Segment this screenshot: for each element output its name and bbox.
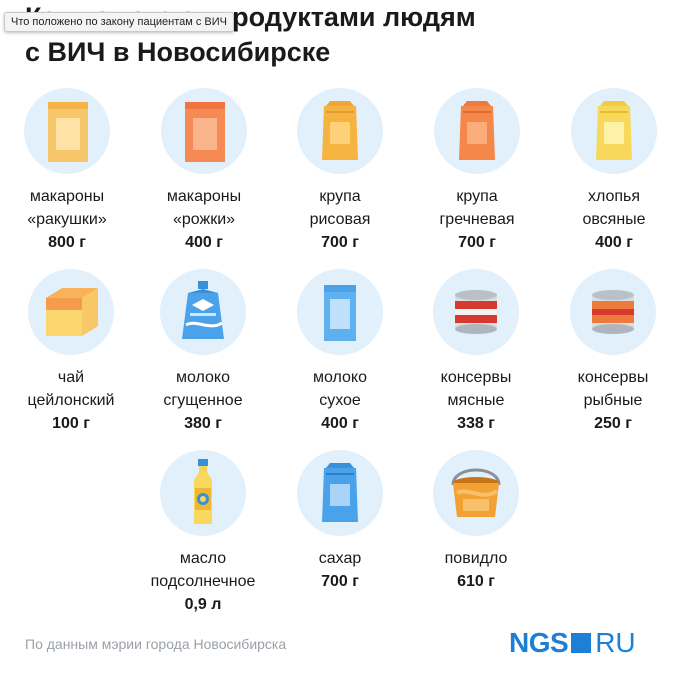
product-icon-circle [570, 269, 656, 355]
product-item: сахар 700 г [272, 450, 408, 593]
product-amount: 400 г [595, 234, 633, 251]
meat-can-icon [455, 290, 497, 334]
product-label: крупа [456, 188, 498, 205]
product-amount: 400 г [321, 415, 359, 432]
ngs-logo: NGS RU [509, 626, 636, 660]
product-label: подсолнечное [150, 573, 256, 590]
pasta-box-icon [48, 102, 88, 162]
product-label: сухое [319, 392, 361, 409]
product-icon-circle [160, 269, 246, 355]
product-icon-circle [161, 88, 247, 174]
product-amount: 700 г [321, 234, 359, 251]
product-icon-circle [571, 88, 657, 174]
product-icon-circle [28, 269, 114, 355]
product-amount: 800 г [48, 234, 86, 251]
product-item: молоко сгущенное 380 г [135, 269, 271, 435]
product-label: масло [179, 550, 227, 567]
product-item: хлопья овсяные 400 г [546, 88, 682, 254]
product-label: молоко [312, 369, 368, 386]
product-amount: 700 г [321, 573, 359, 590]
title-line-2: с ВИЧ в Новосибирске [25, 37, 331, 67]
grain-bag-icon [459, 101, 495, 160]
product-label: «рожки» [172, 211, 236, 228]
fish-can-icon [592, 290, 634, 334]
product-icon-circle [297, 450, 383, 536]
product-amount: 0,9 л [184, 596, 222, 613]
product-item: макароны «рожки» 400 г [136, 88, 272, 254]
product-label: повидло [444, 550, 508, 567]
product-icon-circle [24, 88, 110, 174]
product-label: цейлонский [27, 392, 115, 409]
product-item: крупа рисовая 700 г [272, 88, 408, 254]
condensed-milk-pouch-icon [182, 281, 224, 339]
product-label: овсяные [582, 211, 646, 228]
oil-bottle-icon [194, 459, 212, 524]
pasta-box-icon [185, 102, 225, 162]
source-caption: По данным мэрии города Новосибирска [25, 636, 287, 652]
product-label: гречневая [439, 211, 515, 228]
product-label: сгущенное [163, 392, 243, 409]
product-label: рисовая [309, 211, 371, 228]
product-icon-circle [297, 88, 383, 174]
powdered-milk-box-icon [324, 285, 356, 341]
logo-text-ngs: NGS [509, 627, 569, 658]
product-item: молоко сухое 400 г [272, 269, 408, 435]
product-item: масло подсолнечное 0,9 л [135, 450, 271, 616]
product-item: чай цейлонский 100 г [3, 269, 139, 435]
product-icon-circle [433, 269, 519, 355]
sugar-bag-icon [322, 463, 358, 522]
product-amount: 380 г [184, 415, 222, 432]
product-label: чай [57, 369, 85, 386]
product-label: сахар [318, 550, 362, 567]
logo-square-icon [571, 633, 592, 653]
product-amount: 700 г [458, 234, 496, 251]
page-title: Как помогают продуктами людям с ВИЧ в Но… [25, 0, 625, 70]
jam-bucket-icon [451, 468, 501, 517]
product-icon-circle [160, 450, 246, 536]
tooltip: Что положено по закону пациентам с ВИЧ [4, 12, 234, 32]
product-label: макароны [166, 188, 242, 205]
product-amount: 400 г [185, 234, 223, 251]
grain-bag-icon [322, 101, 358, 160]
tea-box-icon [46, 288, 98, 336]
logo-text-ru: RU [595, 627, 636, 658]
product-label: рыбные [583, 392, 643, 409]
oat-flakes-bag-icon [596, 101, 632, 160]
product-icon-circle [433, 450, 519, 536]
product-amount: 100 г [52, 415, 90, 432]
product-item: крупа гречневая 700 г [409, 88, 545, 254]
product-label: макароны [29, 188, 105, 205]
product-label: консервы [577, 369, 649, 386]
product-amount: 610 г [457, 573, 495, 590]
product-icon-circle [434, 88, 520, 174]
product-label: хлопья [587, 188, 641, 205]
product-label: крупа [319, 188, 361, 205]
product-label: консервы [440, 369, 512, 386]
product-label: молоко [175, 369, 231, 386]
product-item: консервы рыбные 250 г [545, 269, 681, 435]
product-item: консервы мясные 338 г [408, 269, 544, 435]
product-label: «ракушки» [27, 211, 107, 228]
product-label: мясные [447, 392, 505, 409]
product-item: макароны «ракушки» 800 г [0, 88, 135, 254]
product-item: повидло 610 г [408, 450, 544, 593]
product-amount: 250 г [594, 415, 632, 432]
product-amount: 338 г [457, 415, 495, 432]
product-icon-circle [297, 269, 383, 355]
